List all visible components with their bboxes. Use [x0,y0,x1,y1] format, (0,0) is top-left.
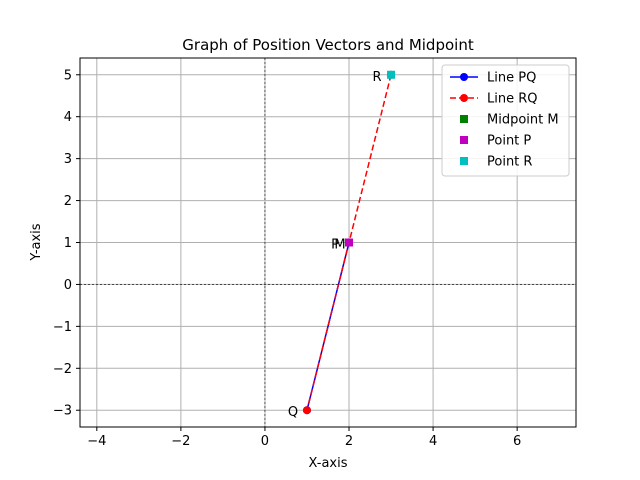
y-axis-label: Y-axis [29,223,44,261]
legend-marker-line-rq [460,94,468,102]
point-label-m: M [334,238,345,253]
legend-marker-line-pq [460,73,468,81]
series-layer [302,70,396,415]
y-tick-label: −3 [53,404,72,419]
legend-label-line-pq: Line PQ [487,71,536,86]
x-tick-label: 2 [345,434,353,449]
x-axis-label: X-axis [309,456,348,471]
x-tick-label: 4 [429,434,437,449]
ticks: −4 −2 0 2 4 6 −3 −2 −1 0 1 2 3 4 5 [53,68,521,449]
y-tick-label: 4 [64,110,72,125]
y-tick-label: 5 [64,68,72,83]
y-tick-label: 3 [64,152,72,167]
point-label-p: P [331,238,339,253]
x-tick-label: 0 [261,434,269,449]
legend-label-line-rq: Line RQ [487,92,538,107]
legend-label-point-p: Point P [487,134,531,149]
legend-marker-midpoint-m [460,115,468,123]
legend-label-midpoint-m: Midpoint M [487,113,559,128]
series-point-p-point [345,238,354,247]
point-label-q: Q [288,405,298,420]
y-tick-label: 2 [64,194,72,209]
y-tick-label: −2 [53,362,72,377]
series-line-rq-point [302,406,311,415]
point-label-r: R [373,70,382,85]
x-tick-label: −2 [171,434,190,449]
legend-marker-point-p [460,136,468,144]
point-labels: PM Q R [288,70,382,420]
chart-title: Graph of Position Vectors and Midpoint [182,36,474,54]
y-tick-label: 1 [64,236,72,251]
x-tick-label: −4 [87,434,106,449]
legend-box [441,64,570,177]
x-tick-label: 6 [513,434,521,449]
y-tick-label: 0 [64,278,72,293]
legend-label-point-r: Point R [487,155,532,170]
zero-lines [80,58,576,427]
series-point-r-point [387,70,396,79]
legend: Line PQ Line RQ Midpoint M Point P Point R [441,64,570,177]
legend-marker-point-r [460,157,468,165]
y-tick-label: −1 [53,320,72,335]
